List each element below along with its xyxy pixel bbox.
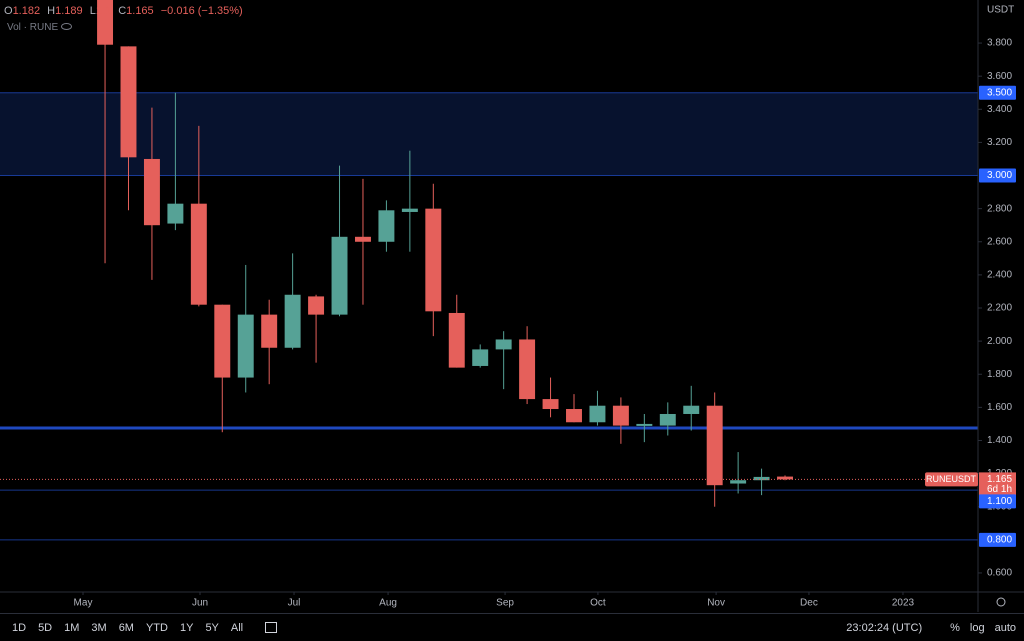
y-tick-label: 3.200 (987, 137, 1012, 148)
chart: USDT 3.800 3.600 3.400 3.200 2.800 2.600 2.400… (0, 0, 1024, 612)
volume-text: Vol · RUNE (7, 22, 59, 33)
x-tick-label: Jul (288, 598, 301, 609)
x-tick-label: May (74, 598, 93, 609)
candle-body (261, 314, 278, 348)
y-tick-label: 3.600 (987, 71, 1012, 82)
last-price-label: 1.165 (987, 474, 1012, 485)
x-tick-label: Nov (707, 598, 725, 609)
ohlc-label: O (4, 5, 13, 17)
candle-body (495, 339, 512, 350)
candle-body (120, 46, 137, 158)
scale-option[interactable]: auto (994, 621, 1016, 634)
change: −0.016 (−1.35%) (160, 5, 243, 17)
candle-body (730, 480, 747, 484)
level-label: 3.500 (987, 87, 1012, 98)
range-button[interactable]: 1Y (179, 621, 194, 634)
ohlc-label: C (118, 5, 127, 17)
range-button[interactable]: 1M (64, 621, 80, 634)
zone (0, 92, 978, 176)
x-tick-label: Aug (379, 598, 397, 609)
y-tick-label: 2.400 (987, 270, 1012, 281)
candle-body (519, 339, 536, 400)
candle-body (214, 304, 231, 378)
level-label: 0.800 (987, 534, 1012, 545)
volume-label: Vol · RUNE (7, 22, 72, 33)
level-label: 1.100 (987, 496, 1012, 507)
level-label-bg (979, 494, 1016, 509)
range-button[interactable]: 5Y (205, 621, 219, 634)
ohlc-value: 1.182 (12, 5, 41, 17)
y-tick-label: 0.600 (987, 568, 1012, 579)
candle-body (284, 294, 301, 348)
range-button[interactable]: 3M (91, 621, 107, 634)
y-tick-label: 1.600 (987, 402, 1012, 413)
scale-option[interactable]: % (950, 621, 960, 634)
candle-body (425, 208, 442, 312)
candle-body (354, 236, 371, 242)
currency: USDT (987, 5, 1014, 16)
ohlc-value: 1.1 (95, 5, 112, 17)
candle-body (190, 203, 207, 305)
level-label: 3.000 (987, 170, 1012, 181)
x-tick-label: 2023 (892, 598, 915, 609)
countdown: 6d 1h (987, 484, 1012, 495)
ohlc-value: 1.189 (55, 5, 83, 17)
y-tick-label: 2.000 (987, 336, 1012, 347)
range-button[interactable]: YTD (145, 621, 168, 634)
range-button[interactable]: 6M (118, 621, 134, 634)
ohlc-label: L (89, 5, 96, 17)
y-tick-label: 2.200 (987, 303, 1012, 314)
candle-body (683, 405, 700, 414)
date-range-icon[interactable] (265, 622, 278, 633)
range-button[interactable]: All (230, 621, 244, 634)
candle-body (542, 399, 559, 410)
candle-body (308, 296, 325, 315)
y-tick-label: 1.400 (987, 435, 1012, 446)
clock: 23:02:24 (UTC) (846, 621, 923, 634)
candle-body (378, 210, 395, 242)
ohlc-value: 1.165 (126, 5, 154, 17)
candle-body (612, 405, 629, 426)
level-label-bg (979, 85, 1016, 100)
candle-body (97, 0, 114, 45)
ohlc-label: H (47, 5, 56, 17)
y-tick-label: 2.600 (987, 236, 1012, 247)
candle-body (448, 312, 465, 368)
candle-body (472, 349, 489, 366)
candle-body (753, 476, 770, 481)
x-tick-label: Sep (496, 598, 514, 609)
symbol-tag-bg (925, 472, 978, 487)
y-tick-label: 3.400 (987, 104, 1012, 115)
symbol-tag: RUNEUSDT (926, 474, 977, 484)
candle-body (777, 476, 793, 480)
x-tick-label: Jun (192, 598, 208, 609)
candle-body (566, 409, 582, 423)
level-label-bg (979, 168, 1016, 183)
range-button[interactable]: 1D (12, 621, 27, 634)
y-tick-label: 2.800 (987, 203, 1012, 214)
candle-body (143, 158, 160, 226)
candle-body (636, 423, 653, 426)
candle-body (167, 203, 184, 224)
candle-body (237, 314, 254, 378)
range-button[interactable]: 5D (38, 621, 53, 634)
candle-body (401, 208, 418, 212)
settings-icon[interactable] (996, 597, 1006, 607)
y-tick-label: 1.800 (987, 369, 1012, 380)
candle-body (589, 405, 606, 423)
scale-option[interactable]: log (969, 621, 985, 634)
visibility-icon[interactable] (60, 23, 72, 30)
ohlc-header: O1.182 H1.189 L1.1 C1.165 −0.016 (−1.35%… (4, 5, 247, 17)
x-tick-label: Oct (590, 598, 606, 609)
plot-area (0, 0, 978, 541)
y-tick-label: 3.800 (987, 38, 1012, 49)
candle-body (659, 413, 676, 426)
candle-body (706, 405, 723, 486)
x-tick-label: Dec (800, 598, 818, 609)
last-price-bg (979, 472, 1016, 496)
toolbar: 1D 5D 1M 3M 6M YTD 1Y 5Y All 23:02:24 (UTC)% log au… (0, 613, 1024, 641)
level-label-bg (979, 532, 1016, 547)
candle-body (331, 236, 348, 315)
